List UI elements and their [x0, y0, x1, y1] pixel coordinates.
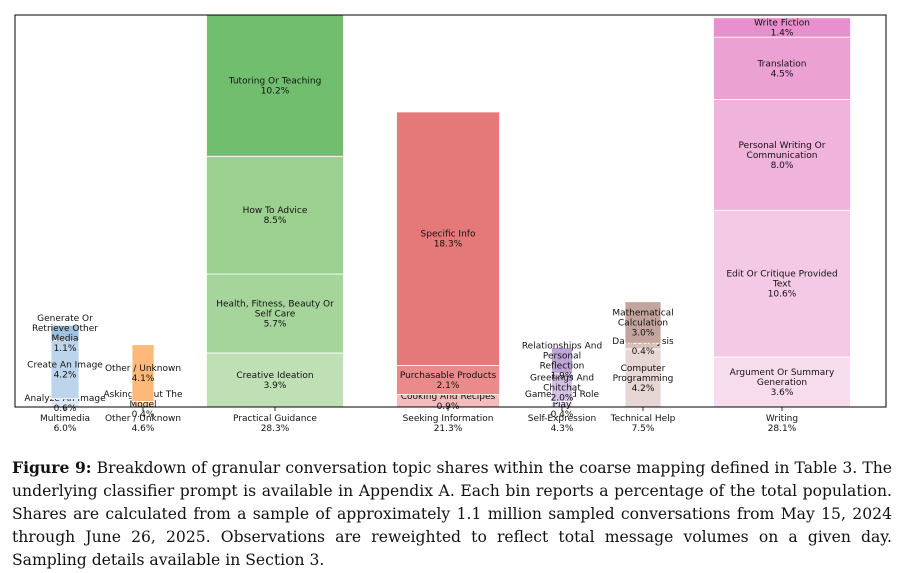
bar-segment-2-0 [206, 352, 344, 408]
segment-value-5-2: 3.0% [632, 329, 655, 339]
bar-segment-1-1 [131, 344, 155, 402]
segment-label-5-0: Computer Programming 4.2% [613, 364, 674, 394]
bar-segment-0-2 [50, 324, 80, 341]
segment-label-4-2: Relationships And Personal Reflection 1.9% [522, 342, 602, 382]
segment-label-0-1: Create An Image 4.2% [27, 361, 103, 381]
segment-label-6-3: Translation 4.5% [756, 59, 806, 79]
segment-value-4-2: 1.9% [551, 372, 574, 382]
bar-segment-6-0 [713, 356, 851, 408]
segment-label-2-0: Creative Ideation 3.9% [236, 371, 313, 391]
segment-value-2-0: 3.9% [264, 381, 287, 391]
figure-caption: Figure 9: Breakdown of granular conversa… [12, 456, 892, 572]
segment-value-2-1: 5.7% [264, 320, 287, 330]
segment-value-4-1: 2.0% [551, 394, 574, 404]
segment-value-0-1: 4.2% [54, 371, 77, 381]
x-tick-label-0: Multimedia 6.0% [40, 414, 90, 434]
segment-value-6-3: 4.5% [771, 69, 794, 79]
bar-segment-6-2 [713, 99, 851, 211]
bar-segment-6-3 [713, 36, 851, 100]
plot-frame [14, 14, 887, 408]
segment-label-6-2: Personal Writing Or Communication 8.0% [739, 141, 826, 171]
segment-label-2-3: Tutoring Or Teaching 10.2% [228, 77, 322, 97]
segment-label-0-2: Generate Or Retrieve Other Media 1.1% [32, 314, 98, 354]
segment-value-1-1: 4.1% [132, 374, 155, 384]
bar-segment-3-1 [396, 365, 500, 395]
bar-segment-5-2 [624, 301, 662, 344]
segment-label-3-1: Purchasable Products 2.1% [400, 371, 497, 391]
segment-label-5-2: Mathematical Calculation 3.0% [612, 309, 673, 339]
segment-value-6-4: 1.4% [771, 28, 794, 38]
bar-segment-5-0 [624, 348, 662, 408]
bar-segment-6-4 [713, 17, 851, 38]
x-tick-label-4: Self-Expression 4.3% [528, 414, 597, 434]
segment-value-1-0: 0.4% [132, 410, 155, 420]
x-tick-label-6: Writing 28.1% [766, 414, 798, 434]
segment-label-6-1: Edit Or Critique Provided Text 10.6% [726, 270, 837, 300]
segment-value-5-0: 4.2% [632, 384, 655, 394]
segment-value-3-2: 18.3% [434, 240, 463, 250]
caption-text: Breakdown of granular conversation topic… [12, 459, 892, 569]
segment-label-2-2: How To Advice 8.5% [243, 206, 308, 226]
segment-value-4-0: 0.4% [551, 410, 574, 420]
x-tick-label-3: Seeking Information 21.3% [403, 414, 494, 434]
caption-lead: Figure 9: [12, 458, 92, 477]
bar-segment-2-2 [206, 155, 344, 275]
x-tick-label-2: Practical Guidance 28.3% [233, 414, 317, 434]
segment-value-3-1: 2.1% [437, 381, 460, 391]
bar-segment-4-2 [551, 347, 573, 375]
segment-value-0-2: 1.1% [54, 344, 77, 354]
bar-segment-2-3 [206, 14, 344, 157]
segment-value-6-0: 3.6% [771, 388, 794, 398]
segment-value-2-2: 8.5% [264, 216, 287, 226]
segment-label-4-1: Greetings And Chitchat 2.0% [530, 374, 594, 404]
x-tick-label-5: Technical Help 7.5% [610, 414, 676, 434]
segment-value-5-1: 0.4% [632, 347, 655, 357]
bar-segment-0-1 [50, 340, 80, 400]
segment-value-2-3: 10.2% [261, 87, 290, 97]
segment-value-6-2: 8.0% [771, 161, 794, 171]
segment-label-6-4: Write Fiction 1.4% [754, 18, 810, 38]
segment-label-6-0: Argument Or Summary Generation 3.6% [730, 368, 835, 398]
segment-value-6-1: 10.6% [768, 290, 797, 300]
segment-label-3-2: Specific Info 18.3% [421, 230, 476, 250]
x-tick-label-1: Other / Unknown 4.6% [105, 414, 181, 434]
bar-segment-6-1 [713, 209, 851, 358]
segment-label-2-1: Health, Fitness, Beauty Or Self Care 5.7% [216, 300, 334, 330]
bar-segment-3-2 [396, 111, 500, 366]
segment-label-1-1: Other / Unknown 4.1% [105, 364, 181, 384]
